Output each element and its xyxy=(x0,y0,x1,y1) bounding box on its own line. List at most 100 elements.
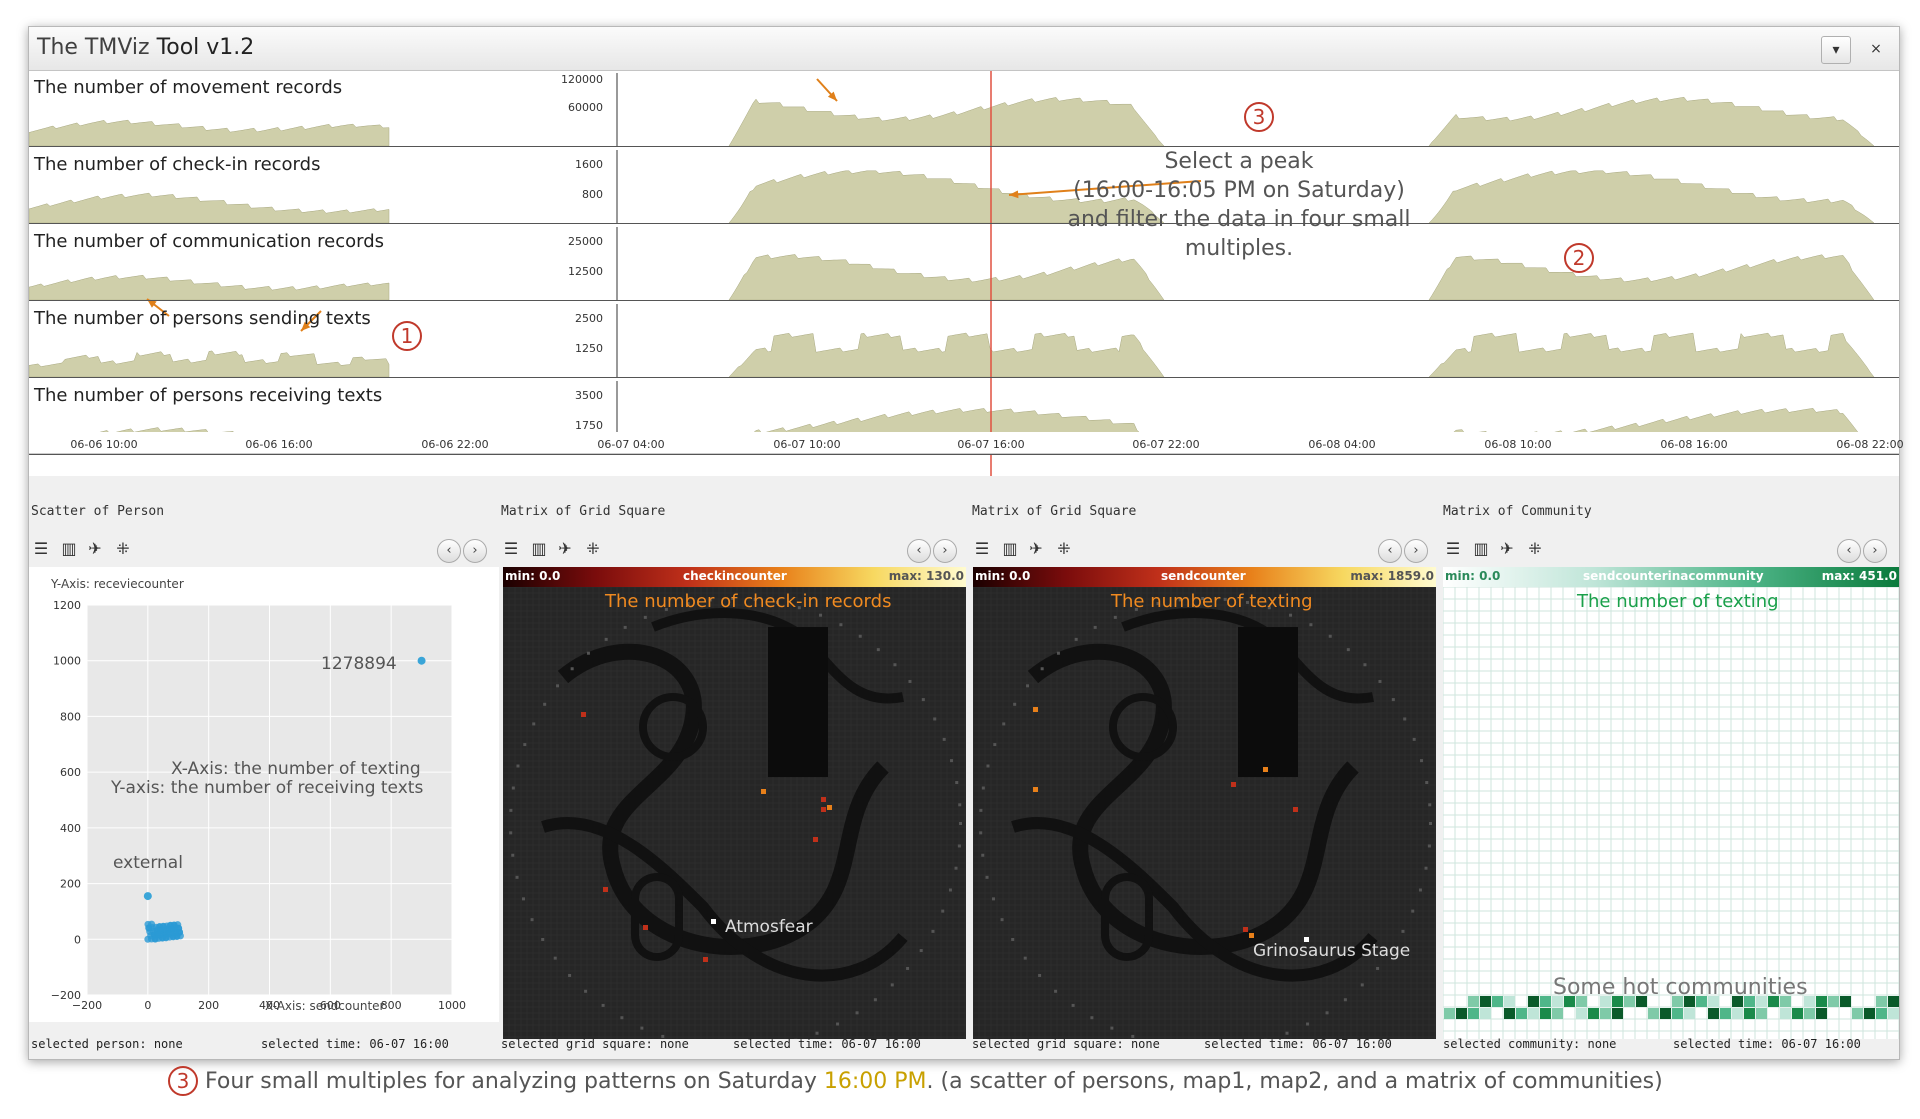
chart-icon[interactable]: ▥ xyxy=(61,539,77,558)
community-cell[interactable] xyxy=(1672,1008,1683,1019)
community-cell[interactable] xyxy=(1612,1008,1623,1019)
bird-icon[interactable]: ✈ xyxy=(1500,539,1514,558)
community-cell[interactable] xyxy=(1804,1008,1815,1019)
community-cell[interactable] xyxy=(1648,1008,1659,1019)
chart-icon[interactable]: ▥ xyxy=(1002,539,1018,558)
community-cell[interactable] xyxy=(1708,996,1719,1007)
community-cell[interactable] xyxy=(1660,1008,1671,1019)
community-cell[interactable] xyxy=(1792,1008,1803,1019)
chevron-left-icon[interactable]: ‹ xyxy=(907,539,931,563)
hot-cell[interactable] xyxy=(603,887,608,892)
timeline-row-movement[interactable]: The number of movement records 120000 60… xyxy=(29,71,1899,147)
hot-cell[interactable] xyxy=(1249,933,1254,938)
scatter-point[interactable] xyxy=(417,656,426,665)
scatter-point[interactable] xyxy=(145,924,153,932)
list-icon[interactable]: ☰ xyxy=(1445,539,1461,558)
community-cell[interactable] xyxy=(1492,996,1503,1007)
list-icon[interactable]: ☰ xyxy=(503,539,519,558)
bird-icon[interactable]: ✈ xyxy=(88,539,102,558)
timeline-row-checkin[interactable]: The number of check-in records 1600 800 xyxy=(29,148,1899,224)
timeline-row-receiving[interactable]: The number of persons receiving texts 35… xyxy=(29,379,1899,455)
community-cell[interactable] xyxy=(1552,996,1563,1007)
community-cell[interactable] xyxy=(1516,1008,1527,1019)
community-cell[interactable] xyxy=(1744,1008,1755,1019)
place-marker[interactable] xyxy=(1304,937,1309,942)
community-cell[interactable] xyxy=(1552,1008,1563,1019)
hot-cell[interactable] xyxy=(1243,927,1248,932)
community-cell[interactable] xyxy=(1480,1008,1491,1019)
community-cell[interactable] xyxy=(1600,1008,1611,1019)
community-cell[interactable] xyxy=(1756,996,1767,1007)
chevron-left-icon[interactable]: ‹ xyxy=(1378,539,1402,563)
community-cell[interactable] xyxy=(1876,1008,1887,1019)
community-cell[interactable] xyxy=(1564,996,1575,1007)
chevron-right-icon[interactable]: › xyxy=(1404,539,1428,563)
chevron-right-icon[interactable]: › xyxy=(463,539,487,563)
community-cell[interactable] xyxy=(1852,1008,1863,1019)
map1-heatmap[interactable]: min: 0.0 checkincounter max: 130.0 The n… xyxy=(503,567,966,1039)
community-cell[interactable] xyxy=(1816,1008,1827,1019)
community-cell[interactable] xyxy=(1576,996,1587,1007)
chart-icon[interactable]: ▥ xyxy=(531,539,547,558)
community-cell[interactable] xyxy=(1732,1008,1743,1019)
timeline-panel[interactable]: The number of movement records 120000 60… xyxy=(29,71,1899,476)
hot-cell[interactable] xyxy=(813,837,818,842)
scatter-point[interactable] xyxy=(173,933,181,941)
hot-cell[interactable] xyxy=(821,797,826,802)
community-cell[interactable] xyxy=(1672,996,1683,1007)
community-cell[interactable] xyxy=(1888,1008,1899,1019)
hot-cell[interactable] xyxy=(761,789,766,794)
community-cell[interactable] xyxy=(1540,996,1551,1007)
hot-cell[interactable] xyxy=(1231,782,1236,787)
community-cell[interactable] xyxy=(1708,1008,1719,1019)
community-cell[interactable] xyxy=(1624,996,1635,1007)
chevron-left-icon[interactable]: ‹ xyxy=(1837,539,1861,563)
community-cell[interactable] xyxy=(1540,1008,1551,1019)
community-cell[interactable] xyxy=(1744,996,1755,1007)
community-cell[interactable] xyxy=(1600,996,1611,1007)
community-cell[interactable] xyxy=(1780,1008,1791,1019)
community-cell[interactable] xyxy=(1780,996,1791,1007)
community-cell[interactable] xyxy=(1636,996,1647,1007)
community-cell[interactable] xyxy=(1528,996,1539,1007)
community-cell[interactable] xyxy=(1684,1008,1695,1019)
grid-dots-icon[interactable]: ⁜ xyxy=(1057,539,1071,558)
community-matrix[interactable]: min: 0.0 sendcounterinacommunity max: 45… xyxy=(1443,567,1899,1039)
community-cell[interactable] xyxy=(1528,1008,1539,1019)
community-cell[interactable] xyxy=(1684,996,1695,1007)
scatter-point[interactable] xyxy=(162,934,170,942)
community-cell[interactable] xyxy=(1840,996,1851,1007)
hot-cell[interactable] xyxy=(1263,767,1268,772)
list-icon[interactable]: ☰ xyxy=(974,539,990,558)
community-cell[interactable] xyxy=(1768,996,1779,1007)
community-cell[interactable] xyxy=(1804,996,1815,1007)
close-button[interactable]: × xyxy=(1861,36,1891,64)
bird-icon[interactable]: ✈ xyxy=(1029,539,1043,558)
community-cell[interactable] xyxy=(1888,996,1899,1007)
community-cell[interactable] xyxy=(1720,1008,1731,1019)
chevron-left-icon[interactable]: ‹ xyxy=(437,539,461,563)
hot-cell[interactable] xyxy=(643,925,648,930)
community-cell[interactable] xyxy=(1468,1008,1479,1019)
bird-icon[interactable]: ✈ xyxy=(558,539,572,558)
community-cell[interactable] xyxy=(1444,1008,1455,1019)
hot-cell[interactable] xyxy=(1033,707,1038,712)
hot-cell[interactable] xyxy=(1293,807,1298,812)
grid-dots-icon[interactable]: ⁜ xyxy=(586,539,600,558)
hot-cell[interactable] xyxy=(827,805,832,810)
scatter-point[interactable] xyxy=(151,935,159,943)
community-cell[interactable] xyxy=(1504,996,1515,1007)
community-cell[interactable] xyxy=(1612,996,1623,1007)
scatter-plot[interactable]: 1200 1000 800 600 400 200 0 −200 −200 0 200 400 600 8… xyxy=(29,567,499,1022)
timeline-row-communication[interactable]: The number of communication records 2500… xyxy=(29,225,1899,301)
community-cell[interactable] xyxy=(1696,996,1707,1007)
community-cell[interactable] xyxy=(1588,1008,1599,1019)
timeline-chart[interactable] xyxy=(29,71,1899,476)
place-marker[interactable] xyxy=(711,919,716,924)
community-cell[interactable] xyxy=(1576,1008,1587,1019)
community-cell[interactable] xyxy=(1828,996,1839,1007)
chart-icon[interactable]: ▥ xyxy=(1473,539,1489,558)
grid-dots-icon[interactable]: ⁜ xyxy=(116,539,130,558)
community-cell[interactable] xyxy=(1504,1008,1515,1019)
hot-cell[interactable] xyxy=(581,712,586,717)
